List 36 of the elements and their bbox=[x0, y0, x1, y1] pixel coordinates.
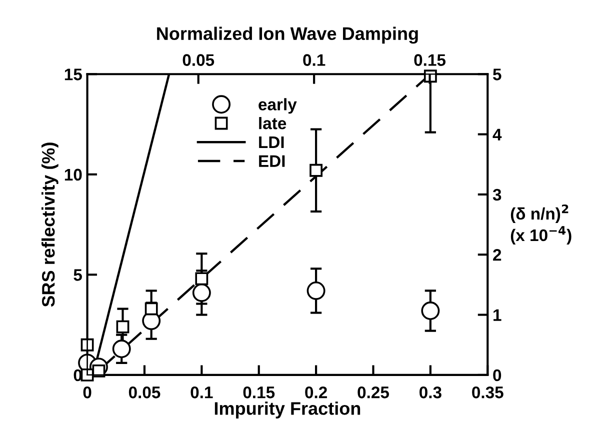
y2-tick-label: 0 bbox=[493, 369, 502, 382]
legend-label: EDI bbox=[259, 155, 285, 167]
x-tick-label: 0.25 bbox=[358, 386, 389, 398]
y-tick-label: 5 bbox=[74, 269, 82, 281]
point bbox=[195, 272, 208, 286]
x-tick-label: 0 bbox=[83, 386, 92, 398]
legend-label: early bbox=[258, 98, 297, 114]
legend-label: LDI bbox=[259, 136, 284, 148]
y2-tick-label: 3 bbox=[492, 188, 502, 201]
legend-label: late bbox=[259, 117, 286, 130]
point bbox=[310, 164, 323, 177]
y2-tick-label: 2 bbox=[493, 249, 502, 261]
x2-axis-title: Normalized Ion Wave Damping bbox=[157, 26, 418, 44]
y2-tick-label: 4 bbox=[492, 128, 502, 140]
x-tick-label: 0.05 bbox=[128, 386, 160, 398]
y-axis-title: SRS reflectivity (%) bbox=[42, 142, 58, 307]
point bbox=[116, 320, 130, 334]
point bbox=[192, 283, 211, 302]
y-tick-label: 10 bbox=[64, 168, 82, 181]
point bbox=[421, 302, 440, 320]
x2-tick-label: 0.15 bbox=[414, 54, 446, 66]
x2-tick-label: 0.05 bbox=[182, 54, 214, 66]
x-tick-label: 0.15 bbox=[243, 386, 275, 398]
x-tick-label: 0.2 bbox=[305, 386, 327, 398]
point bbox=[112, 340, 131, 358]
y2-tick-label: 1 bbox=[494, 309, 502, 321]
x-tick-label: 0.35 bbox=[472, 386, 504, 398]
text: (δ n/n)$^{2}$ (x 10$^{−4}$) bbox=[510, 204, 572, 244]
point bbox=[306, 281, 326, 300]
x2-tick-label: 0.1 bbox=[303, 54, 326, 66]
y-tick-label: 15 bbox=[64, 68, 82, 80]
y2-tick-label: 5 bbox=[492, 68, 502, 80]
x-tick-label: 0.3 bbox=[420, 386, 442, 398]
x-axis-title: Impurity Fraction bbox=[214, 402, 360, 418]
x-tick-label: 0.1 bbox=[190, 386, 213, 398]
point bbox=[144, 302, 158, 316]
